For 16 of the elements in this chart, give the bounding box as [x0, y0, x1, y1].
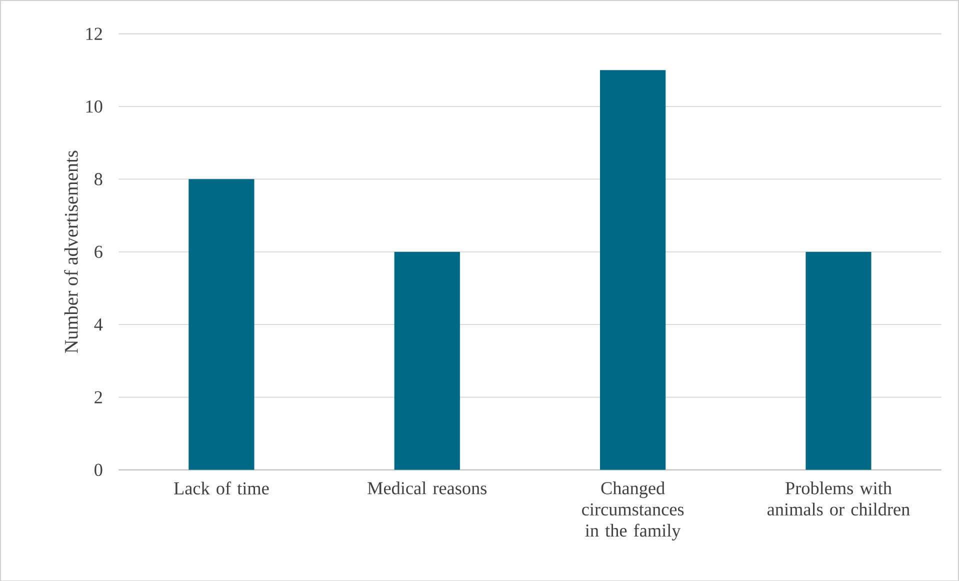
y-axis-title: Number of advertisements [64, 150, 78, 353]
y-tick-label: 2 [94, 390, 102, 404]
bar [188, 178, 254, 470]
x-tick-label: Medical reasons [368, 481, 487, 494]
y-tick-label: 8 [94, 172, 102, 186]
x-tick-label: Changed circumstances in the family [582, 481, 684, 540]
y-tick-label: 0 [94, 464, 102, 476]
y-tick-label: 12 [86, 28, 102, 40]
y-tick-label: 10 [86, 100, 102, 112]
bar [600, 70, 666, 470]
x-tick-label: Problems with animals or children [767, 481, 910, 516]
bar [394, 252, 460, 470]
bar [806, 252, 872, 470]
x-tick-label: Lack of time [174, 481, 269, 494]
y-tick-label: 6 [94, 246, 102, 258]
y-tick-label: 4 [94, 318, 103, 330]
